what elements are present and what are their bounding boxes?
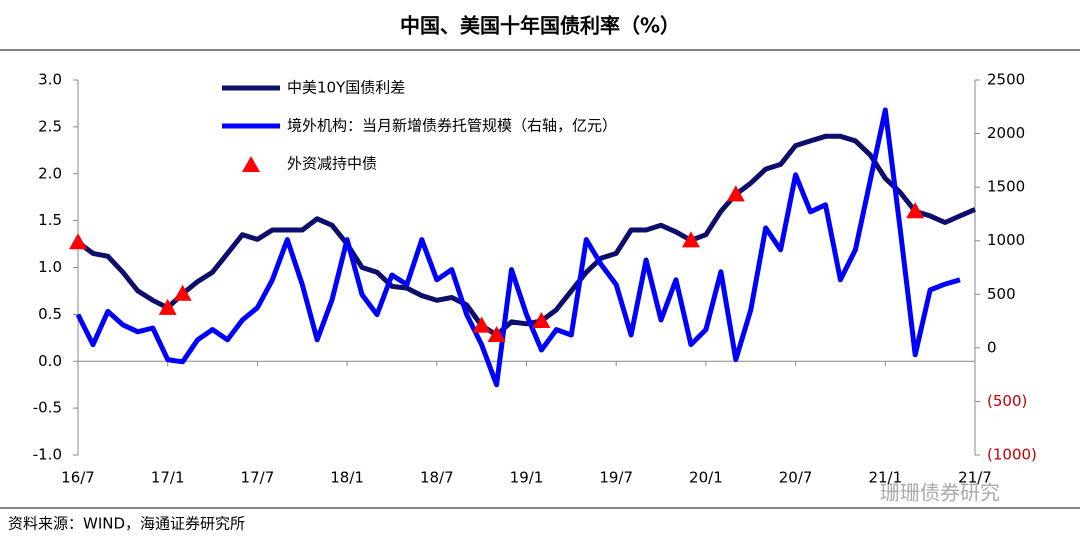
x-tick-label: 20/1 (689, 469, 723, 487)
x-tick-label: 20/7 (779, 469, 813, 487)
x-tick-label: 19/1 (510, 469, 544, 487)
x-tick-label: 17/7 (241, 469, 275, 487)
marker (69, 233, 87, 250)
y2-tick-label: 2000 (987, 124, 1025, 142)
x-tick-label: 18/1 (330, 469, 364, 487)
series-line (75, 107, 961, 388)
marker (173, 284, 192, 301)
legend-label: 中美10Y国债利差 (287, 79, 405, 97)
y-tick-label: -0.5 (33, 399, 62, 417)
watermark: 珊珊债券研究 (880, 481, 1000, 505)
marker (532, 311, 551, 328)
y-tick-label: -1.0 (33, 446, 62, 464)
y-tick-label: 2.0 (38, 164, 62, 182)
marker (726, 185, 745, 202)
y2-tick-label: (1000) (987, 446, 1037, 464)
marker (487, 326, 506, 342)
source: 资料来源：WIND，海通证券研究所 (8, 515, 245, 533)
marker (906, 202, 925, 219)
y-tick-label: 0.5 (38, 305, 62, 323)
y2-tick-label: 500 (987, 285, 1016, 303)
series-line (76, 133, 976, 338)
chart-title: 中国、美国十年国债利率（%） (400, 14, 680, 38)
y-tick-label: 2.5 (38, 117, 62, 135)
y-tick-label: 1.5 (38, 211, 62, 229)
x-tick-label: 21/7 (958, 469, 992, 487)
y2-tick-label: 1000 (987, 231, 1025, 249)
y-tick-label: 0.0 (38, 352, 62, 370)
y-tick-label: 3.0 (38, 71, 62, 89)
y2-tick-label: 2500 (987, 71, 1025, 89)
y-tick-label: 1.0 (38, 258, 62, 276)
marker (472, 316, 491, 333)
marker (158, 298, 177, 315)
legend-label: 外资减持中债 (287, 155, 377, 173)
legend-label: 境外机构：当月新增债券托管规模（右轴，亿元） (287, 117, 617, 135)
y2-tick-label: 1500 (987, 178, 1025, 196)
x-tick-label: 16/7 (61, 469, 95, 487)
x-tick-label: 19/7 (599, 469, 633, 487)
x-tick-label: 21/1 (868, 469, 902, 487)
x-tick-label: 17/1 (151, 469, 185, 487)
x-tick-label: 18/7 (420, 469, 454, 487)
marker (242, 156, 260, 172)
y2-tick-label: 0 (987, 338, 997, 356)
y2-tick-label: (500) (987, 392, 1027, 410)
marker (681, 231, 700, 248)
